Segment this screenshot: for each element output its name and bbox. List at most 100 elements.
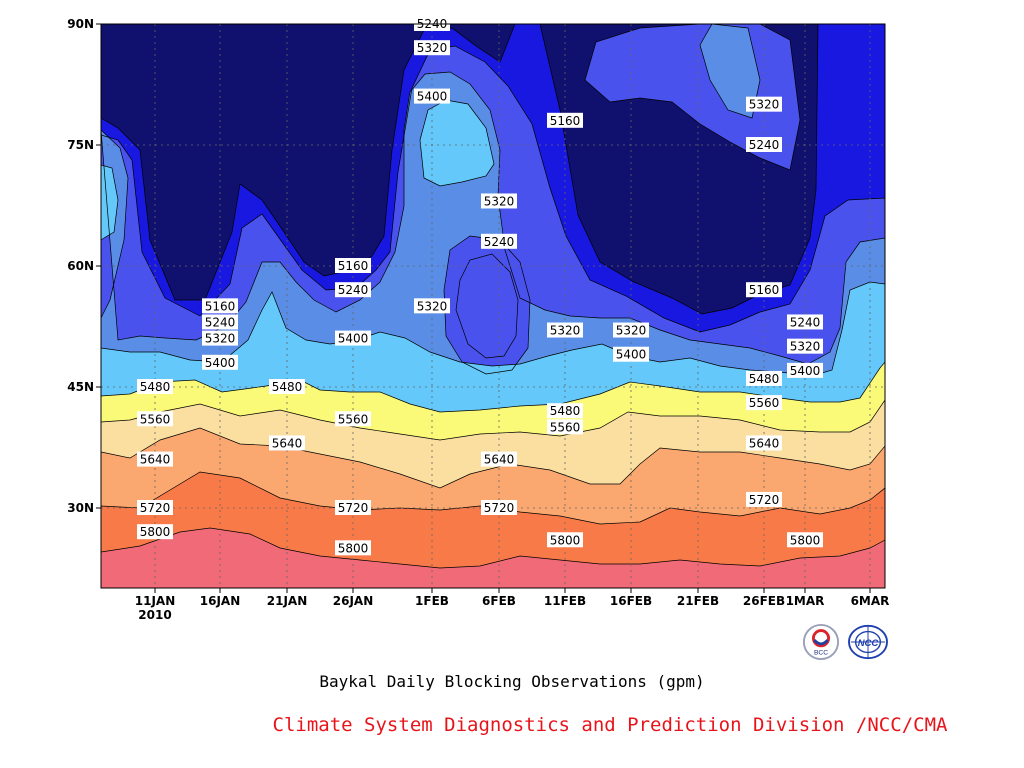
contour-line <box>101 361 885 588</box>
y-tick-label: 60N <box>67 259 94 273</box>
svg-text:5560: 5560 <box>749 396 780 410</box>
x-tick-label: 21FEB <box>677 594 719 608</box>
contour-label: 5720 <box>746 491 782 507</box>
contour-label: 5160 <box>202 298 238 314</box>
contour-label: 5640 <box>481 451 517 467</box>
contour-label: 5800 <box>335 540 371 556</box>
svg-text:5480: 5480 <box>140 380 171 394</box>
x-tick-label: 26JAN <box>333 594 374 608</box>
y-tick-label: 75N <box>67 138 94 152</box>
contour-label: 5240 <box>787 314 823 330</box>
contour-label: 5640 <box>269 435 305 451</box>
svg-text:5320: 5320 <box>550 324 581 338</box>
x-tick-label: 16FEB <box>610 594 652 608</box>
svg-text:5320: 5320 <box>484 194 515 208</box>
svg-text:5480: 5480 <box>749 372 780 386</box>
svg-text:5240: 5240 <box>790 315 821 329</box>
contour-line <box>101 527 885 588</box>
svg-text:5640: 5640 <box>749 436 780 450</box>
svg-text:5400: 5400 <box>417 90 448 104</box>
contour-label: 5240 <box>335 282 371 298</box>
contour-label: 5720 <box>137 500 173 515</box>
svg-text:5800: 5800 <box>338 541 369 555</box>
svg-text:5160: 5160 <box>749 283 780 297</box>
contour-label: 5240 <box>202 314 238 330</box>
contour-line <box>101 45 885 588</box>
x-tick-label: 26FEB <box>743 594 785 608</box>
contour-label: 5320 <box>787 338 823 354</box>
svg-text:5640: 5640 <box>484 453 515 467</box>
contour-label: 5400 <box>613 346 649 362</box>
svg-text:5240: 5240 <box>338 283 369 297</box>
contour-line <box>101 164 119 241</box>
contour-label: 5240 <box>481 233 517 249</box>
band-5400-5480-n <box>420 100 494 186</box>
svg-text:5240: 5240 <box>484 235 515 249</box>
contour-label: 5480 <box>269 379 305 394</box>
contour-label: 5800 <box>547 532 583 548</box>
contour-line <box>101 471 885 588</box>
contour-label: 5160 <box>547 112 583 128</box>
svg-text:5320: 5320 <box>417 41 448 55</box>
contour-label: 5560 <box>547 419 583 435</box>
contour-label: 5320 <box>414 298 450 314</box>
svg-text:5800: 5800 <box>790 533 821 547</box>
svg-text:5560: 5560 <box>338 412 369 426</box>
contour-labels: 5240 5320 5400 5160 5320 5240 5320 5240 5160 5240… <box>137 16 823 556</box>
contour-label: 5400 <box>335 330 371 346</box>
contour-label: 5480 <box>137 379 173 394</box>
y-axis: 30N 45N 60N 75N 90N <box>67 17 101 515</box>
contour-label: 5320 <box>481 193 517 209</box>
svg-text:5560: 5560 <box>550 420 581 434</box>
band-above-5800 <box>101 528 885 588</box>
plot-frame <box>100 23 886 589</box>
contour-label: 5800 <box>137 524 173 540</box>
svg-text:5720: 5720 <box>484 501 515 515</box>
svg-text:5640: 5640 <box>140 453 171 467</box>
contour-label: 5560 <box>335 411 371 427</box>
svg-text:5560: 5560 <box>140 412 171 426</box>
contour-line <box>101 427 885 588</box>
svg-text:5320: 5320 <box>790 340 821 354</box>
chart-title: Baykal Daily Blocking Observations (gpm) <box>319 672 705 691</box>
x-tick-label: 16JAN <box>200 594 241 608</box>
contour-label: 5160 <box>335 258 371 273</box>
y-tick-label: 90N <box>67 17 94 31</box>
contour-label: 5320 <box>202 330 238 346</box>
contour-label: 5400 <box>202 354 238 370</box>
svg-text:5320: 5320 <box>616 324 647 338</box>
x-axis: 11JAN 16JAN 21JAN 26JAN 1FEB 6FEB 11FEB 16FEB 21… <box>135 588 890 622</box>
contour-lines <box>101 24 885 588</box>
contour-label: 5640 <box>137 451 173 467</box>
svg-text:5720: 5720 <box>749 493 780 507</box>
svg-text:5240: 5240 <box>749 138 780 152</box>
contour-label: 5720 <box>481 500 517 515</box>
x-tick-label: 6MAR <box>851 594 890 608</box>
contour-label: 5560 <box>137 411 173 427</box>
svg-text:5800: 5800 <box>550 533 581 547</box>
y-tick-label: 45N <box>67 380 94 394</box>
contour-line <box>584 24 801 171</box>
svg-text:5720: 5720 <box>338 501 369 515</box>
svg-text:5160: 5160 <box>338 259 369 273</box>
contour-label: 5320 <box>746 96 782 112</box>
contour-label: 5720 <box>335 500 371 515</box>
contour-label: 5480 <box>547 403 583 419</box>
contour-label: 5480 <box>746 370 782 386</box>
svg-text:5480: 5480 <box>272 380 303 394</box>
contour-label: 5160 <box>746 282 782 298</box>
svg-text:NCC: NCC <box>858 638 879 649</box>
x-tick-label: 11JAN <box>135 594 176 608</box>
contour-line <box>101 24 885 588</box>
contour-label: 5560 <box>746 395 782 411</box>
ncc-logo: NCC <box>848 624 888 660</box>
contour-line <box>101 71 885 588</box>
svg-text:5320: 5320 <box>205 332 236 346</box>
svg-text:5240: 5240 <box>205 315 236 329</box>
contour-label: 5320 <box>414 40 450 56</box>
svg-text:5400: 5400 <box>338 332 369 346</box>
bcc-logo: BCC <box>802 623 840 661</box>
contour-label: 5320 <box>613 322 649 338</box>
svg-text:5160: 5160 <box>550 114 581 128</box>
